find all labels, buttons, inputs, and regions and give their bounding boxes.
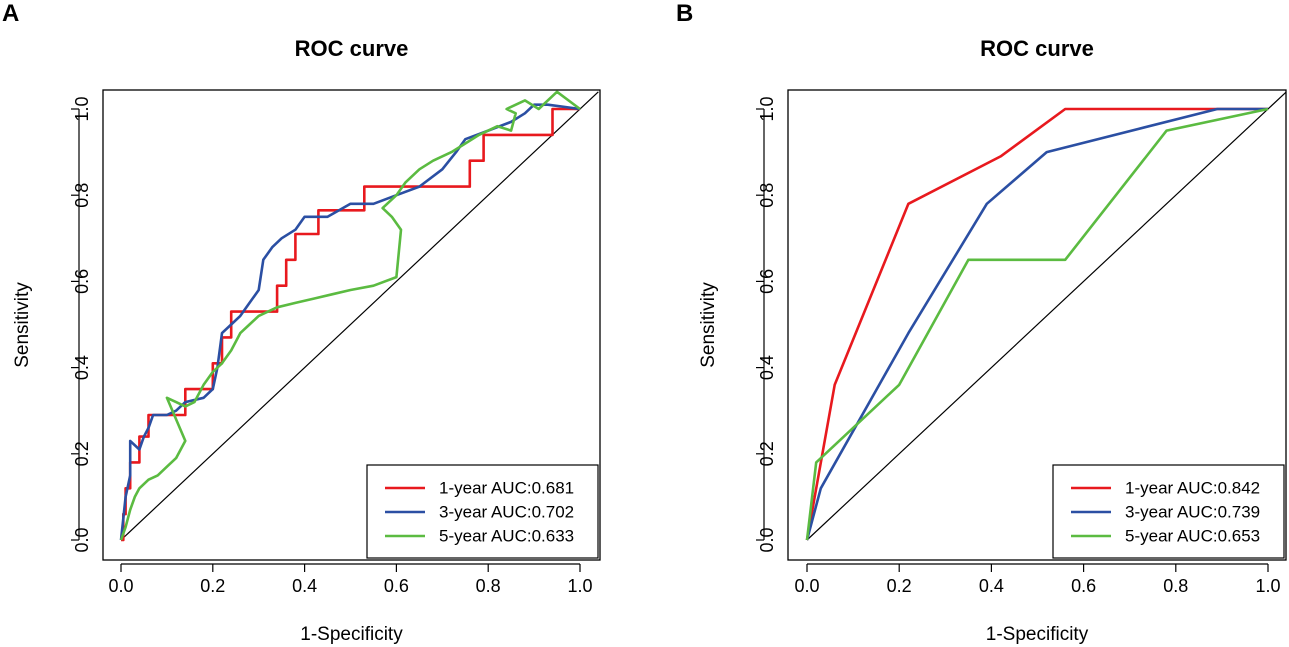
plot-frame [787,89,1287,561]
x-axis-label: 1-Specificity [300,624,403,645]
x-tick-label: 0.2 [887,576,912,596]
plot-area [119,90,599,542]
x-tick-label: 0.8 [476,576,501,596]
roc-panel-2: ROC curve 1-Specificity Sensitivity 0.0 0.2 0… [698,36,1287,645]
diagonal-reference-line [806,91,1286,541]
x-tick-label: 0.4 [292,576,317,596]
legend: 1-year AUC:0.681 3-year AUC:0.702 5-year A… [366,464,599,559]
plot-frame [102,89,601,561]
y-tick-label: 0.6 [757,269,777,294]
diagonal-reference-line [120,91,599,541]
y-tick-label: 0.0 [72,527,92,552]
series-line-3 [805,107,1269,541]
y-tick-label: 0.2 [757,441,777,466]
series-line-2 [805,107,1268,541]
chart-title: ROC curve [980,36,1094,61]
panel-letter-b: B [676,0,694,27]
panel-letter-a: A [2,0,20,27]
y-tick-label: 0.4 [72,355,92,380]
chart-title: ROC curve [295,36,409,61]
y-axis-label: Sensitivity [698,282,719,368]
legend-label: 5-year AUC:0.653 [1125,527,1260,546]
legend: 1-year AUC:0.842 3-year AUC:0.739 5-year A… [1052,464,1285,559]
x-tick-label: 0.6 [384,576,409,596]
x-tick-label: 0.6 [1071,576,1096,596]
legend-label: 5-year AUC:0.633 [439,527,574,546]
series-line-1 [121,107,580,542]
y-tick-label: 0.6 [72,269,92,294]
x-tick-label: 0.2 [200,576,225,596]
y-tick-label: 0.0 [757,527,777,552]
legend-label: 1-year AUC:0.842 [1125,479,1260,498]
y-tick-label: 0.2 [72,441,92,466]
x-tick-label: 1.0 [567,576,592,596]
legend-label: 3-year AUC:0.702 [439,503,574,522]
y-tick-label: 0.4 [757,355,777,380]
series-line-1 [805,107,1268,541]
x-tick-label: 1.0 [1255,576,1280,596]
legend-label: 1-year AUC:0.681 [439,479,574,498]
x-tick-label: 0.0 [108,576,133,596]
x-tick-label: 0.8 [1163,576,1188,596]
x-tick-label: 0.4 [979,576,1004,596]
plot-area [805,91,1286,541]
x-tick-label: 0.0 [794,576,819,596]
y-tick-label: 0.8 [757,183,777,208]
y-tick-label: 1.0 [72,96,92,121]
series-line-2 [119,103,581,541]
y-tick-label: 0.8 [72,183,92,208]
y-tick-label: 1.0 [757,96,777,121]
x-axis-label: 1-Specificity [986,624,1089,645]
roc-panel-1: ROC curve 1-Specificity Sensitivity 0.0 0.2 0… [12,36,601,645]
y-axis-label: Sensitivity [12,282,33,368]
series-line-3 [119,90,581,541]
legend-label: 3-year AUC:0.739 [1125,503,1260,522]
